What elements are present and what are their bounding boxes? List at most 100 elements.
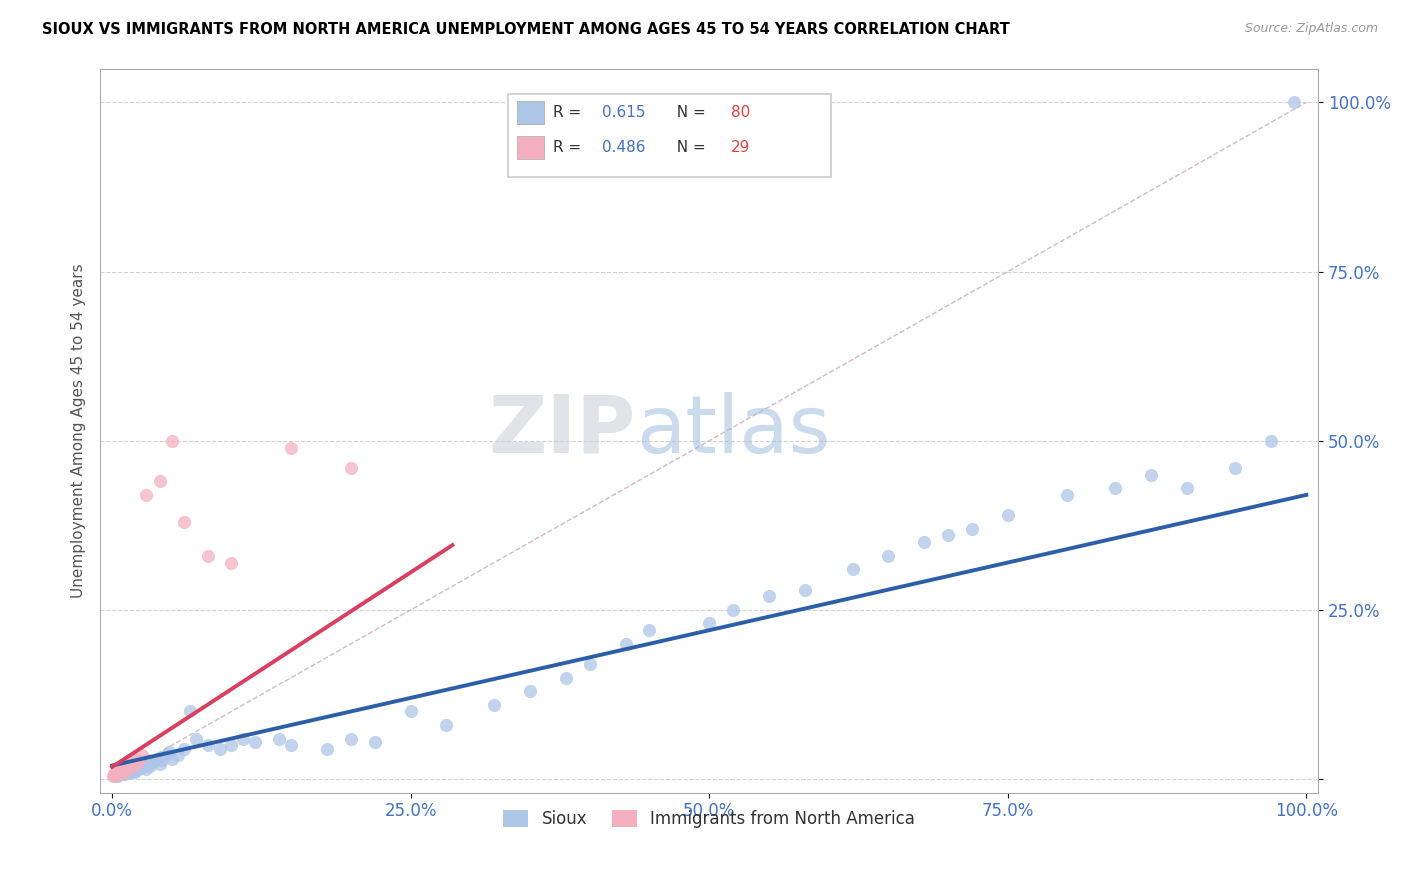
Point	[127, 762, 149, 776]
Point	[114, 764, 136, 778]
Point	[112, 762, 135, 776]
Point	[131, 748, 153, 763]
Point	[118, 757, 141, 772]
Point	[614, 637, 637, 651]
Point	[142, 755, 165, 769]
Point	[149, 757, 172, 772]
Point	[364, 735, 387, 749]
Point	[120, 764, 142, 778]
Point	[122, 763, 145, 777]
Point	[105, 765, 128, 780]
Text: SIOUX VS IMMIGRANTS FROM NORTH AMERICA UNEMPLOYMENT AMONG AGES 45 TO 54 YEARS CO: SIOUX VS IMMIGRANTS FROM NORTH AMERICA U…	[42, 22, 1010, 37]
Point	[136, 753, 159, 767]
Point	[122, 765, 145, 780]
Point	[108, 766, 131, 780]
Point	[118, 765, 141, 780]
Point	[111, 760, 134, 774]
Point	[149, 475, 172, 489]
Point	[134, 488, 156, 502]
Point	[173, 741, 195, 756]
Point	[340, 731, 363, 746]
Point	[221, 739, 243, 753]
Point	[112, 766, 135, 780]
Point	[125, 760, 148, 774]
Point	[122, 758, 145, 772]
Point	[115, 765, 138, 780]
Point	[111, 765, 134, 780]
Text: 0.615: 0.615	[602, 105, 645, 120]
Point	[112, 765, 135, 780]
FancyBboxPatch shape	[517, 101, 544, 124]
Point	[1260, 434, 1282, 448]
Point	[121, 760, 143, 774]
Point	[280, 739, 302, 753]
Point	[997, 508, 1019, 523]
Text: N =: N =	[666, 105, 710, 120]
Point	[1104, 481, 1126, 495]
Point	[841, 562, 863, 576]
Point	[519, 684, 541, 698]
Point	[112, 758, 135, 772]
Point	[197, 739, 219, 753]
Point	[173, 515, 195, 529]
Point	[912, 535, 935, 549]
Point	[157, 745, 180, 759]
Point	[160, 434, 183, 448]
Text: atlas: atlas	[636, 392, 831, 469]
Point	[197, 549, 219, 563]
Point	[127, 758, 149, 772]
Point	[139, 758, 162, 772]
Text: 29: 29	[731, 140, 751, 155]
Point	[104, 768, 127, 782]
Point	[124, 761, 146, 775]
Point	[104, 766, 127, 780]
Point	[107, 764, 129, 778]
Point	[697, 616, 720, 631]
Point	[134, 755, 156, 769]
Text: 80: 80	[731, 105, 751, 120]
Point	[132, 760, 155, 774]
FancyBboxPatch shape	[517, 136, 544, 159]
Point	[110, 764, 132, 778]
Point	[399, 705, 422, 719]
Point	[179, 705, 201, 719]
Point	[120, 753, 142, 767]
Point	[111, 764, 134, 778]
Point	[1175, 481, 1198, 495]
Point	[118, 760, 141, 774]
Point	[316, 741, 339, 756]
Point	[125, 764, 148, 778]
Point	[110, 762, 132, 776]
Point	[1056, 488, 1078, 502]
Point	[111, 767, 134, 781]
Point	[146, 752, 169, 766]
Point	[166, 748, 188, 763]
Point	[484, 698, 506, 712]
Point	[340, 460, 363, 475]
Point	[793, 582, 815, 597]
Point	[721, 603, 744, 617]
Point	[960, 522, 983, 536]
Point	[105, 769, 128, 783]
Point	[578, 657, 600, 671]
Point	[877, 549, 900, 563]
Point	[117, 755, 139, 769]
Point	[117, 763, 139, 777]
Point	[125, 752, 148, 766]
Point	[107, 766, 129, 780]
Point	[221, 556, 243, 570]
Point	[131, 758, 153, 772]
Y-axis label: Unemployment Among Ages 45 to 54 years: Unemployment Among Ages 45 to 54 years	[72, 263, 86, 598]
Text: Source: ZipAtlas.com: Source: ZipAtlas.com	[1244, 22, 1378, 36]
Text: ZIP: ZIP	[489, 392, 636, 469]
Point	[115, 762, 138, 776]
Point	[108, 765, 131, 780]
Point	[1284, 95, 1306, 110]
Point	[280, 441, 302, 455]
Text: 0.486: 0.486	[602, 140, 645, 155]
Point	[155, 748, 177, 763]
Point	[638, 624, 661, 638]
Point	[134, 762, 156, 776]
Point	[160, 752, 183, 766]
Point	[107, 768, 129, 782]
